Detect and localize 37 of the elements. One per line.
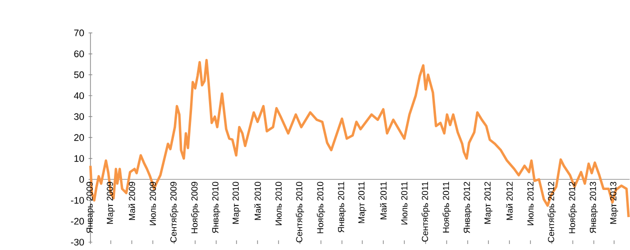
x-tick-label: Январь 2010 bbox=[212, 182, 220, 234]
x-tick-label: Ноябрь 2011 bbox=[442, 182, 451, 233]
x-tick-label: Сентябрь 2010 bbox=[296, 182, 304, 242]
x-tick-label: Май 2011 bbox=[380, 182, 387, 220]
y-tick-label: 0 bbox=[79, 176, 84, 183]
x-tick-label: Январь 2013 bbox=[590, 182, 598, 234]
y-tick-label: -10 bbox=[71, 197, 84, 204]
x-tick-label: Ноябрь 2012 bbox=[568, 182, 577, 234]
x-tick-label: Июль 2012 bbox=[527, 182, 534, 226]
x-tick-label: Июль 2010 bbox=[275, 182, 282, 226]
x-tick-label: Январь 2011 bbox=[338, 182, 346, 233]
y-tick-label: 50 bbox=[74, 72, 84, 78]
y-tick-label: -20 bbox=[71, 218, 84, 225]
y-tick-label: 20 bbox=[74, 134, 84, 142]
x-tick-label: Ноябрь 2009 bbox=[191, 182, 200, 234]
y-tick-label: -30 bbox=[71, 239, 84, 246]
x-tick-label: Март 2009 bbox=[106, 182, 115, 224]
y-tick-label: 60 bbox=[74, 50, 84, 58]
y-tick-label: 30 bbox=[74, 113, 84, 120]
y-tick-label: 70 bbox=[74, 30, 84, 36]
x-tick-label: Май 2009 bbox=[128, 182, 136, 220]
y-tick-label: 10 bbox=[74, 155, 84, 162]
x-tick-label: Ноябрь 2010 bbox=[316, 182, 326, 234]
x-tick-label: Январь 2012 bbox=[464, 182, 472, 234]
x-tick-label: Июль 2011 bbox=[401, 182, 408, 225]
x-tick-label: Сентябрь 2011 bbox=[422, 182, 430, 242]
x-tick-label: Март 2010 bbox=[232, 182, 240, 224]
y-tick-label: 40 bbox=[74, 92, 84, 100]
x-tick-label: Май 2010 bbox=[254, 182, 261, 220]
x-tick-label: Март 2012 bbox=[484, 182, 492, 224]
x-tick-label: Сентябрь 2012 bbox=[548, 182, 556, 242]
x-tick-label: Сентябрь 2009 bbox=[170, 182, 178, 242]
x-tick-label: Январь 2009 bbox=[86, 182, 94, 234]
x-tick-label: Май 2012 bbox=[506, 182, 513, 220]
x-tick-label: Июль 2009 bbox=[150, 182, 156, 226]
x-tick-label: Март 2011 bbox=[358, 182, 366, 224]
x-tick-label: Март 2013 bbox=[610, 182, 618, 224]
